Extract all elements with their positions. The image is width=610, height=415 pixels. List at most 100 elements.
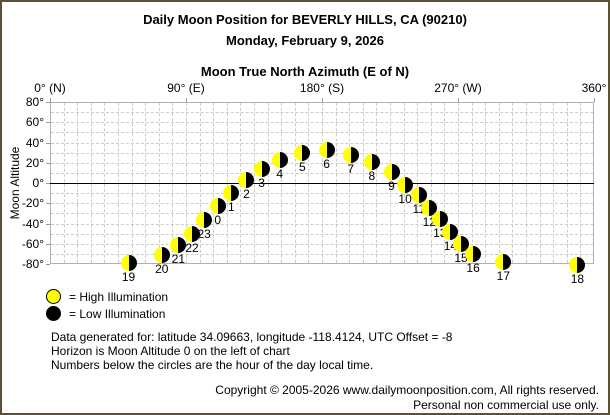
moon-marker-hour-18: [569, 257, 586, 273]
info-line-coordinates: Data generated for: latitude 34.09663, l…: [51, 330, 453, 344]
legend-item-high-illumination: = High Illumination: [46, 289, 168, 304]
moon-marker-hour-17: [495, 253, 512, 270]
x-tick-mark: [49, 98, 51, 102]
moon-marker-hour-21: [170, 236, 187, 253]
moon-marker-hour-12: [421, 200, 438, 217]
y-tick-mark: [46, 183, 50, 184]
y-tick-mark: [46, 142, 50, 144]
hour-label-6: 6: [323, 156, 330, 171]
moon-marker-hour-22: [184, 225, 201, 242]
hour-label-8: 8: [368, 168, 376, 183]
moon-marker-hour-3: [253, 160, 270, 177]
moon-marker-hour-16: [465, 245, 482, 262]
gridline-horizontal: [51, 233, 593, 235]
moon-marker-hour-0: [209, 198, 226, 215]
x-tick-label: 270° (W): [434, 81, 482, 95]
low-illumination-swatch-icon: [46, 306, 61, 321]
moon-marker-hour-23: [196, 212, 213, 229]
y-tick-label: 60°: [25, 115, 44, 130]
y-tick-label: -80°: [21, 257, 44, 271]
moon-marker-hour-15: [453, 235, 470, 252]
high-illumination-swatch-icon: [46, 289, 61, 304]
hour-label-17: 17: [496, 268, 511, 283]
x-tick-mark: [457, 98, 459, 102]
hour-label-5: 5: [299, 159, 306, 174]
gridline-horizontal: [51, 162, 593, 164]
moon-marker-hour-10: [397, 177, 414, 194]
moon-marker-hour-4: [271, 151, 288, 168]
gridline-horizontal: [51, 112, 593, 114]
gridline-horizontal: [51, 122, 593, 124]
info-line-hours: Numbers below the circles are the hour o…: [51, 358, 374, 372]
y-tick-label: 40°: [25, 135, 44, 150]
x-tick-label: 90° (E): [167, 81, 205, 95]
y-tick-label: 0°: [32, 176, 44, 190]
hour-label-21: 21: [171, 251, 186, 266]
horizon-line: [50, 183, 594, 184]
moon-marker-hour-5: [294, 144, 311, 161]
info-line-horizon: Horizon is Moon Altitude 0 on the left o…: [51, 344, 290, 358]
legend-label-high: = High Illumination: [69, 289, 169, 304]
gridline-horizontal: [51, 203, 593, 205]
moon-marker-hour-1: [223, 185, 240, 202]
y-tick-mark: [46, 162, 50, 164]
gridline-horizontal: [51, 132, 593, 134]
hour-label-2: 2: [243, 186, 250, 201]
hour-label-3: 3: [258, 175, 265, 190]
gridline-horizontal: [51, 172, 593, 174]
hour-label-0: 0: [214, 213, 222, 228]
hour-label-19: 19: [121, 269, 136, 284]
moon-marker-hour-20: [153, 246, 170, 263]
moon-marker-hour-13: [431, 211, 448, 228]
moon-marker-hour-19: [120, 254, 137, 271]
y-tick-label: -60°: [21, 236, 44, 251]
moon-marker-hour-6: [318, 141, 335, 158]
hour-label-15: 15: [454, 250, 468, 265]
moon-marker-hour-8: [363, 153, 380, 170]
y-tick-label: -20°: [21, 196, 44, 211]
moon-marker-hour-11: [410, 187, 427, 204]
hour-label-4: 4: [276, 166, 284, 181]
moon-marker-hour-14: [442, 223, 459, 240]
hour-label-18: 18: [570, 272, 585, 286]
gridline-horizontal: [51, 193, 593, 195]
moon-marker-hour-9: [383, 163, 400, 180]
x-tick-mark: [185, 98, 187, 102]
legend-label-low: = Low Illumination: [69, 306, 166, 321]
date-subtitle: Monday, February 9, 2026: [226, 33, 384, 48]
y-tick-label: -40°: [21, 216, 44, 231]
legend-item-low-illumination: = Low Illumination: [46, 306, 165, 321]
y-tick-mark: [46, 223, 50, 225]
y-tick-label: 20°: [25, 155, 44, 170]
page-title: Daily Moon Position for BEVERLY HILLS, C…: [143, 12, 467, 27]
usage-line: Personal non commercial use only.: [413, 398, 599, 412]
hour-label-1: 1: [227, 200, 235, 215]
y-tick-mark: [46, 264, 50, 265]
hour-label-9: 9: [388, 178, 395, 193]
moon-marker-hour-2: [238, 171, 255, 188]
hour-label-16: 16: [466, 260, 480, 275]
x-tick-mark: [593, 98, 595, 102]
hour-label-20: 20: [155, 261, 169, 276]
moon-marker-hour-7: [342, 146, 359, 163]
y-tick-mark: [46, 122, 50, 124]
hour-label-22: 22: [185, 240, 199, 255]
x-tick-label: 0° (N): [34, 81, 66, 95]
gridline-horizontal: [51, 243, 593, 245]
x-axis-title: Moon True North Azimuth (E of N): [200, 64, 410, 79]
x-tick-label: 180° (S): [299, 81, 345, 95]
copyright-line: Copyright © 2005-2026 www.dailymoonposit…: [215, 383, 599, 397]
hour-label-7: 7: [347, 161, 355, 176]
x-tick-mark: [321, 98, 323, 102]
y-tick-mark: [46, 243, 50, 245]
gridline-horizontal: [51, 213, 593, 215]
hour-label-10: 10: [398, 192, 412, 207]
x-tick-label: 360°: [581, 81, 607, 95]
gridline-horizontal: [51, 253, 593, 255]
y-tick-mark: [46, 102, 50, 103]
y-tick-mark: [46, 203, 50, 205]
hour-label-23: 23: [197, 227, 211, 242]
y-tick-label: 80°: [25, 95, 44, 109]
gridline-horizontal: [51, 223, 593, 225]
